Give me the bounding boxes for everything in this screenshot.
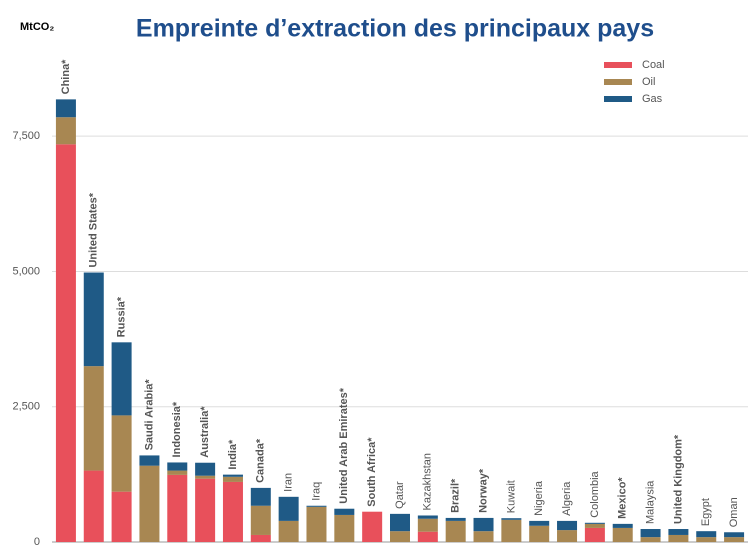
bar-segment [640, 529, 661, 538]
bar-segment [167, 474, 188, 542]
bar-segment [250, 505, 271, 535]
bar-segment [445, 517, 466, 521]
category-label: Qatar [394, 481, 406, 509]
bar-segment [557, 530, 578, 542]
bar-segment [668, 534, 689, 542]
category-label: United Arab Emirates* [338, 387, 350, 503]
bar-segment [696, 531, 717, 538]
bar-segment [250, 487, 271, 506]
bar-segment [445, 520, 466, 542]
bar-segment [167, 462, 188, 471]
category-label: United States* [88, 192, 100, 267]
bar-segment [473, 531, 494, 542]
bar-segment [612, 527, 633, 542]
category-label: Iraq [310, 482, 322, 501]
bar-segment [195, 478, 216, 542]
bar-segment [584, 523, 605, 528]
bar-segment [417, 515, 438, 519]
category-label: Australia* [199, 406, 211, 458]
bar-segment [529, 525, 550, 542]
bar-segment [668, 529, 689, 535]
bar-segment [111, 342, 132, 416]
legend-label: Gas [642, 93, 663, 105]
bar-segment [222, 476, 243, 482]
bar-segment [529, 520, 550, 526]
y-tick-label: 0 [34, 536, 40, 548]
bar-segment [306, 506, 327, 542]
category-label: Canada* [255, 438, 267, 483]
bar-segment [334, 508, 355, 515]
bar-segment [167, 470, 188, 475]
bar-segment [724, 537, 745, 542]
bar-segment [139, 455, 160, 466]
bar-segment [306, 505, 327, 507]
category-label: Brazil* [450, 478, 462, 513]
legend-label: Coal [642, 59, 665, 71]
category-label: United Kingdom* [672, 434, 684, 524]
bar-segment [362, 511, 383, 542]
category-label: Russia* [116, 296, 128, 337]
category-label: Iran [283, 473, 295, 492]
legend-label: Oil [642, 76, 655, 88]
bar-segment [83, 470, 104, 542]
category-label: Algeria [561, 481, 573, 516]
bar-segment [195, 475, 216, 479]
legend-swatch [604, 96, 632, 102]
legend-swatch [604, 62, 632, 68]
category-label: Saudi Arabia* [143, 379, 155, 451]
bar-segment [278, 520, 299, 542]
bar-segment [278, 496, 299, 521]
category-label: Norway* [477, 468, 489, 513]
bar-segment [390, 531, 410, 542]
bar-segment [195, 462, 216, 476]
bar-segment [724, 532, 745, 538]
y-tick-label: 5,000 [12, 265, 40, 277]
bar-segment [111, 491, 132, 542]
bar-segment [55, 99, 76, 118]
bar-segment [83, 272, 104, 367]
category-label: Nigeria [533, 480, 545, 516]
bar-segment [417, 531, 438, 542]
bar-segment [612, 523, 633, 528]
legend-swatch [604, 79, 632, 85]
bar-segment [55, 144, 76, 543]
bar-segment [55, 117, 76, 145]
bar-segment [557, 520, 578, 531]
bar-segment [584, 527, 605, 542]
category-label: Indonesia* [171, 401, 183, 457]
bar-segment [83, 366, 104, 471]
bar-segment [584, 522, 605, 524]
bar-segment [222, 474, 243, 477]
chart-title: Empreinte d’extraction des principaux pa… [136, 15, 654, 43]
bar-segment [139, 465, 160, 542]
bar-segment [501, 519, 522, 542]
category-label: China* [60, 59, 72, 95]
bar-segment [250, 534, 271, 542]
bar-segment [417, 518, 438, 532]
category-label: Oman [728, 497, 740, 527]
bar-segment [473, 517, 494, 532]
bar-segment [501, 518, 522, 520]
category-label: Malaysia [644, 480, 656, 524]
category-label: India* [227, 439, 239, 470]
y-tick-label: 7,500 [12, 130, 40, 142]
bar-segment [111, 415, 132, 492]
y-tick-label: 2,500 [12, 401, 40, 413]
category-label: Egypt [700, 498, 712, 526]
bar-segment [640, 537, 661, 542]
category-label: Kazakhstan [422, 453, 434, 510]
category-label: Kuwait [505, 480, 517, 513]
bar-segment [390, 513, 410, 532]
category-label: Colombia [589, 470, 601, 517]
bar-segment [696, 537, 717, 542]
bar-segment [334, 514, 355, 542]
category-label: South Africa* [366, 437, 378, 507]
category-label: Mexico* [617, 477, 629, 519]
bar-segment [222, 481, 243, 542]
y-axis-label: MtCO₂ [20, 21, 54, 33]
